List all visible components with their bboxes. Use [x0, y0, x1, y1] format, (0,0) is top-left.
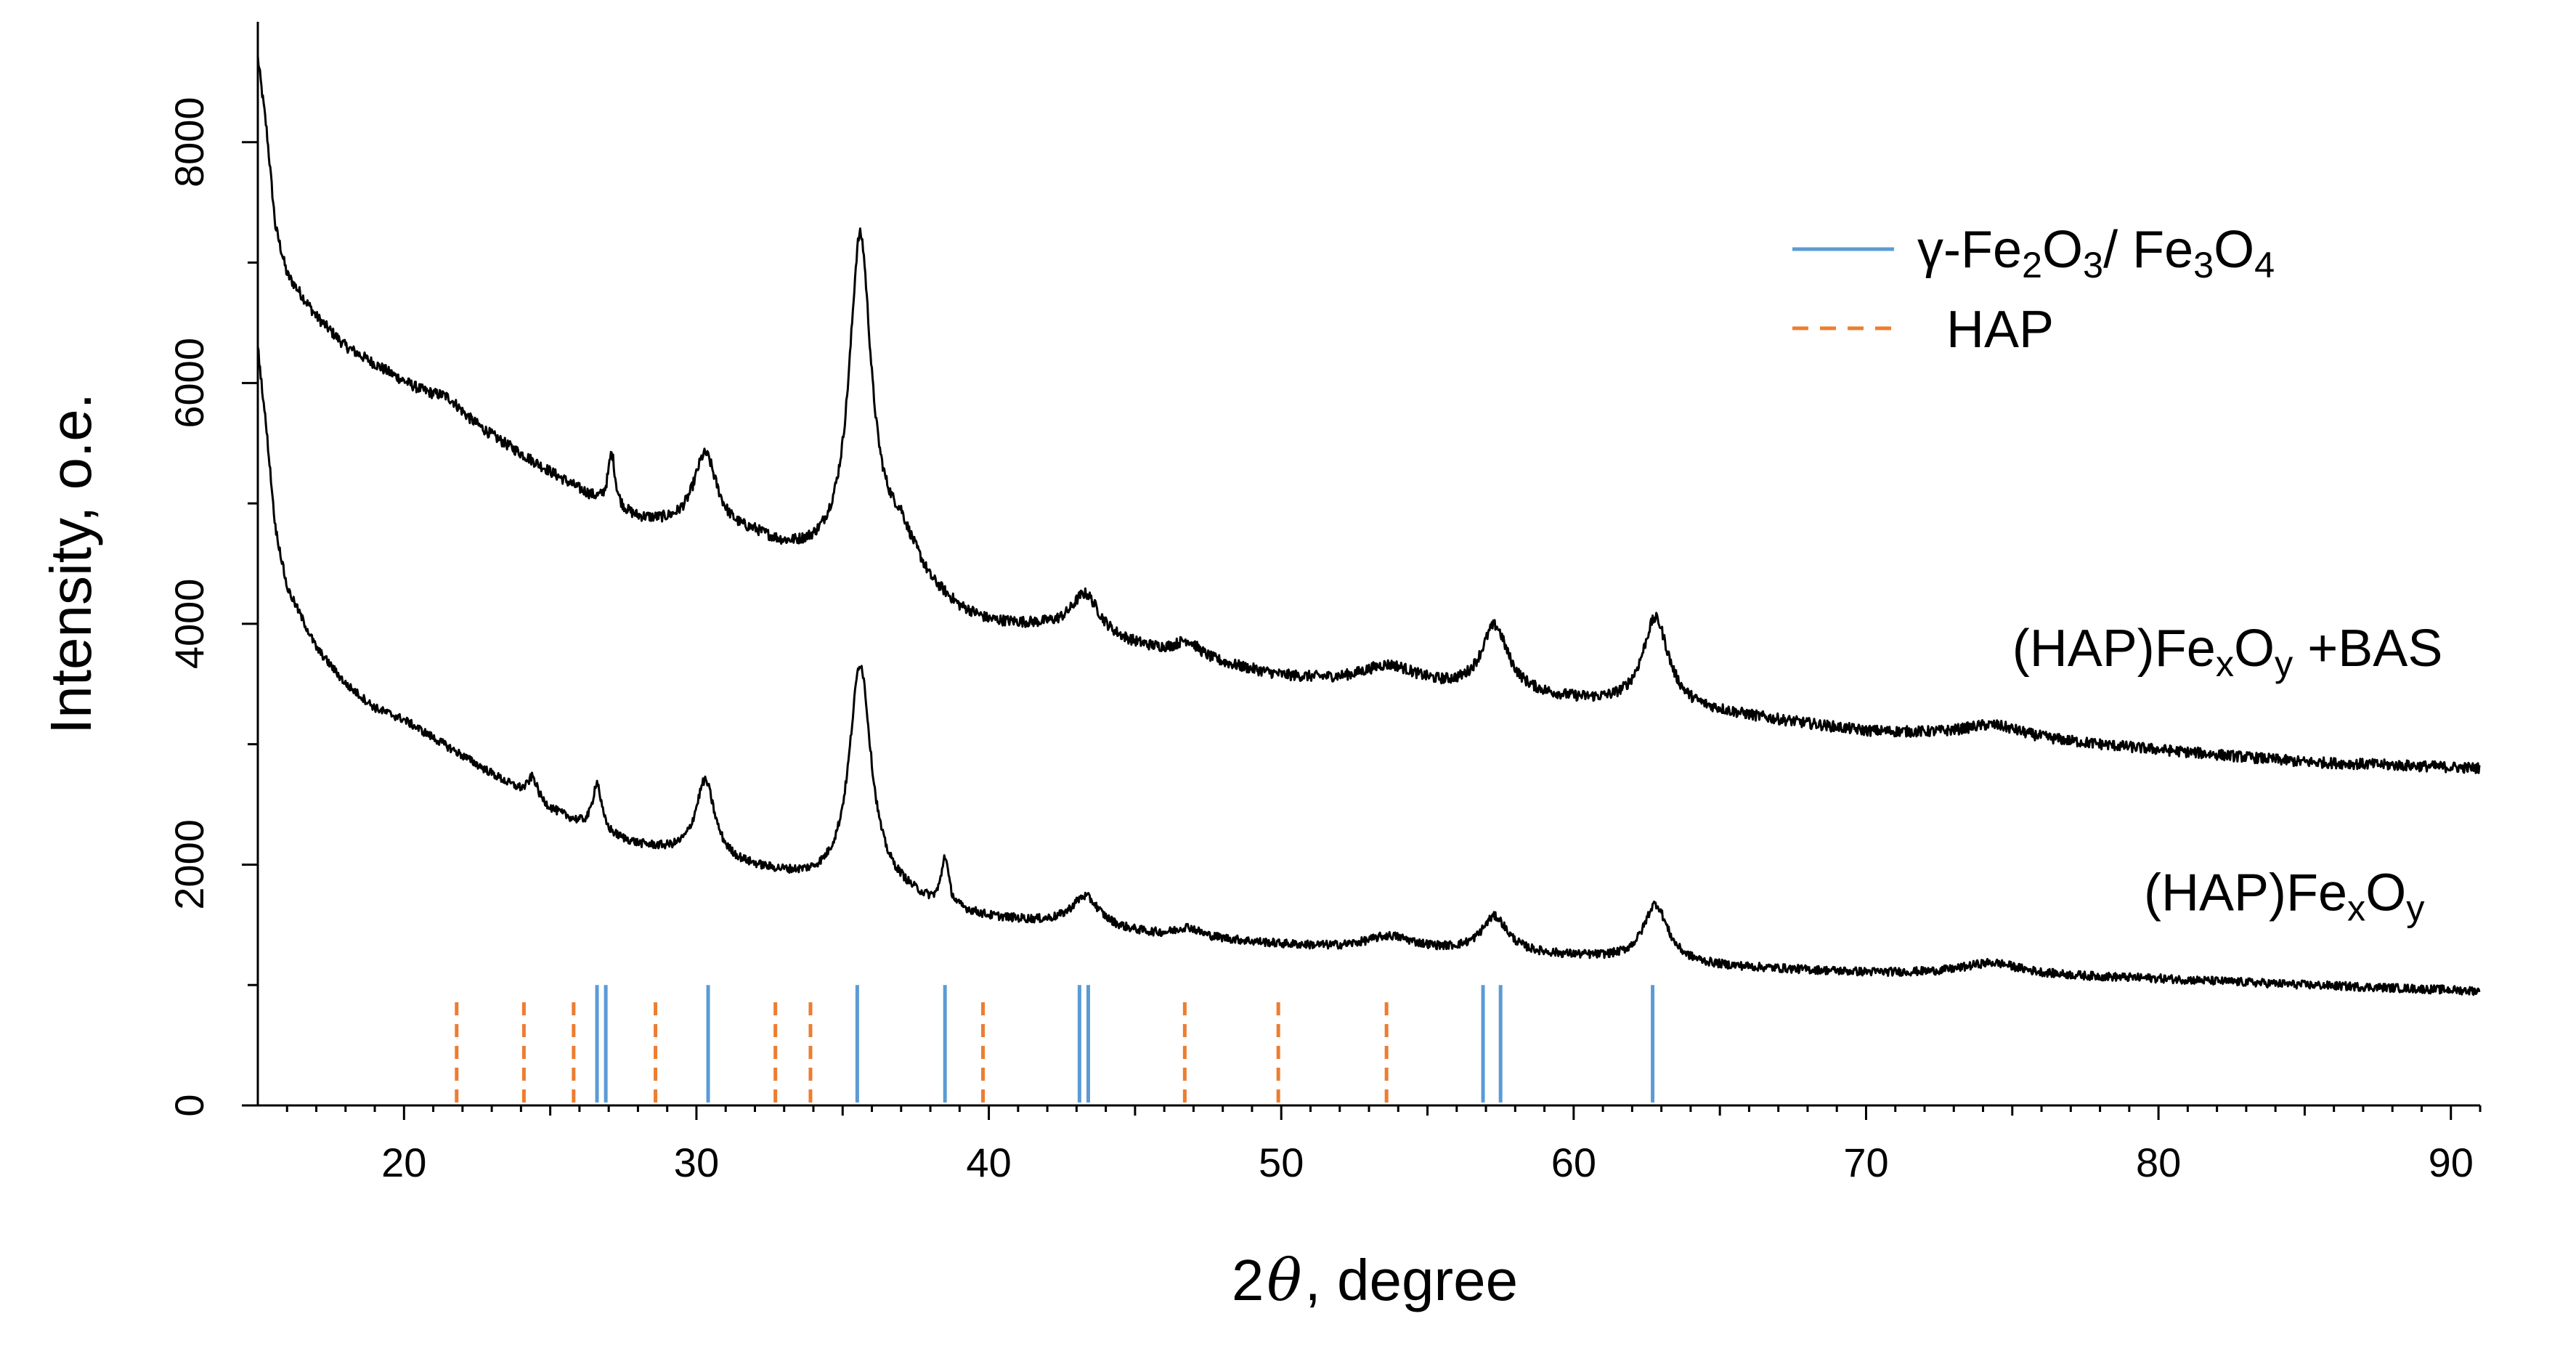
y-tick-label: 8000 [166, 97, 212, 187]
x-tick-label: 70 [1843, 1140, 1888, 1185]
legend-label-gamma-fe2o3-fe3o4: γ-Fe2O3/ Fe3O4 [1917, 221, 2275, 285]
text-part: 3 [2083, 244, 2103, 285]
text-part: O [2365, 864, 2406, 922]
text-part: γ-Fe [1917, 221, 2022, 279]
x-axis-title: 2θ, degree [1232, 1246, 1518, 1314]
series-label-hap-fexoy-bas: (HAP)FexOy +BAS [2012, 620, 2443, 684]
legend: γ-Fe2O3/ Fe3O4 HAP [1792, 221, 2275, 359]
x-tick-label: 50 [1259, 1140, 1304, 1185]
theta-symbol: θ [1267, 1246, 1301, 1314]
series-line-hap-fexoy [256, 346, 2481, 996]
text-part: 4 [2254, 244, 2275, 285]
series-labels: (HAP)FexOy +BAS(HAP)FexOy [2012, 620, 2443, 929]
text-part: HAP [1946, 301, 2054, 359]
x-tick-label: 20 [381, 1140, 426, 1185]
text-part: O [2234, 620, 2275, 678]
series-lines [256, 55, 2481, 996]
series-label-hap-fexoy: (HAP)FexOy [2144, 864, 2425, 928]
plot-area: 0 2000 4000 6000 8000 20 30 40 50 60 70 80 90 (HAP)… [166, 22, 2482, 1185]
x-tick-label: 60 [1551, 1140, 1596, 1185]
y-tick-label: 0 [166, 1094, 212, 1116]
text-part: O [2042, 221, 2083, 279]
text-part: (HAP)Fe [2144, 864, 2347, 922]
text-part: (HAP)Fe [2012, 620, 2216, 678]
text-part: x [2347, 887, 2365, 928]
x-tick-label: 80 [2136, 1140, 2181, 1185]
reference-lines [455, 985, 1655, 1103]
text-part: O [2214, 221, 2254, 279]
y-tick-label: 6000 [166, 338, 212, 429]
x-tick-label: 90 [2429, 1140, 2474, 1185]
text-part: / Fe [2103, 221, 2193, 279]
text-part: x [2216, 643, 2234, 684]
text-part: y [2275, 643, 2293, 684]
x-tick-label: 30 [674, 1140, 719, 1185]
y-axis-title: Intensity, o.e. [38, 393, 103, 734]
x-ticks: 20 30 40 50 60 70 80 90 [285, 1105, 2482, 1185]
text-part: 3 [2193, 244, 2214, 285]
y-ticks: 0 2000 4000 6000 8000 [166, 97, 258, 1117]
text-part: 2 [2022, 244, 2042, 285]
series-line-hap-fexoy-bas [256, 55, 2481, 774]
x-tick-label: 40 [966, 1140, 1011, 1185]
x-axis-title-prefix: 2 [1232, 1248, 1264, 1312]
y-tick-label: 4000 [166, 579, 212, 670]
x-axis-title-suffix: , degree [1305, 1248, 1519, 1312]
text-part: +BAS [2293, 620, 2442, 678]
text-part: y [2406, 887, 2425, 928]
legend-label-hap: HAP [1946, 301, 2054, 359]
y-tick-label: 2000 [166, 819, 212, 910]
